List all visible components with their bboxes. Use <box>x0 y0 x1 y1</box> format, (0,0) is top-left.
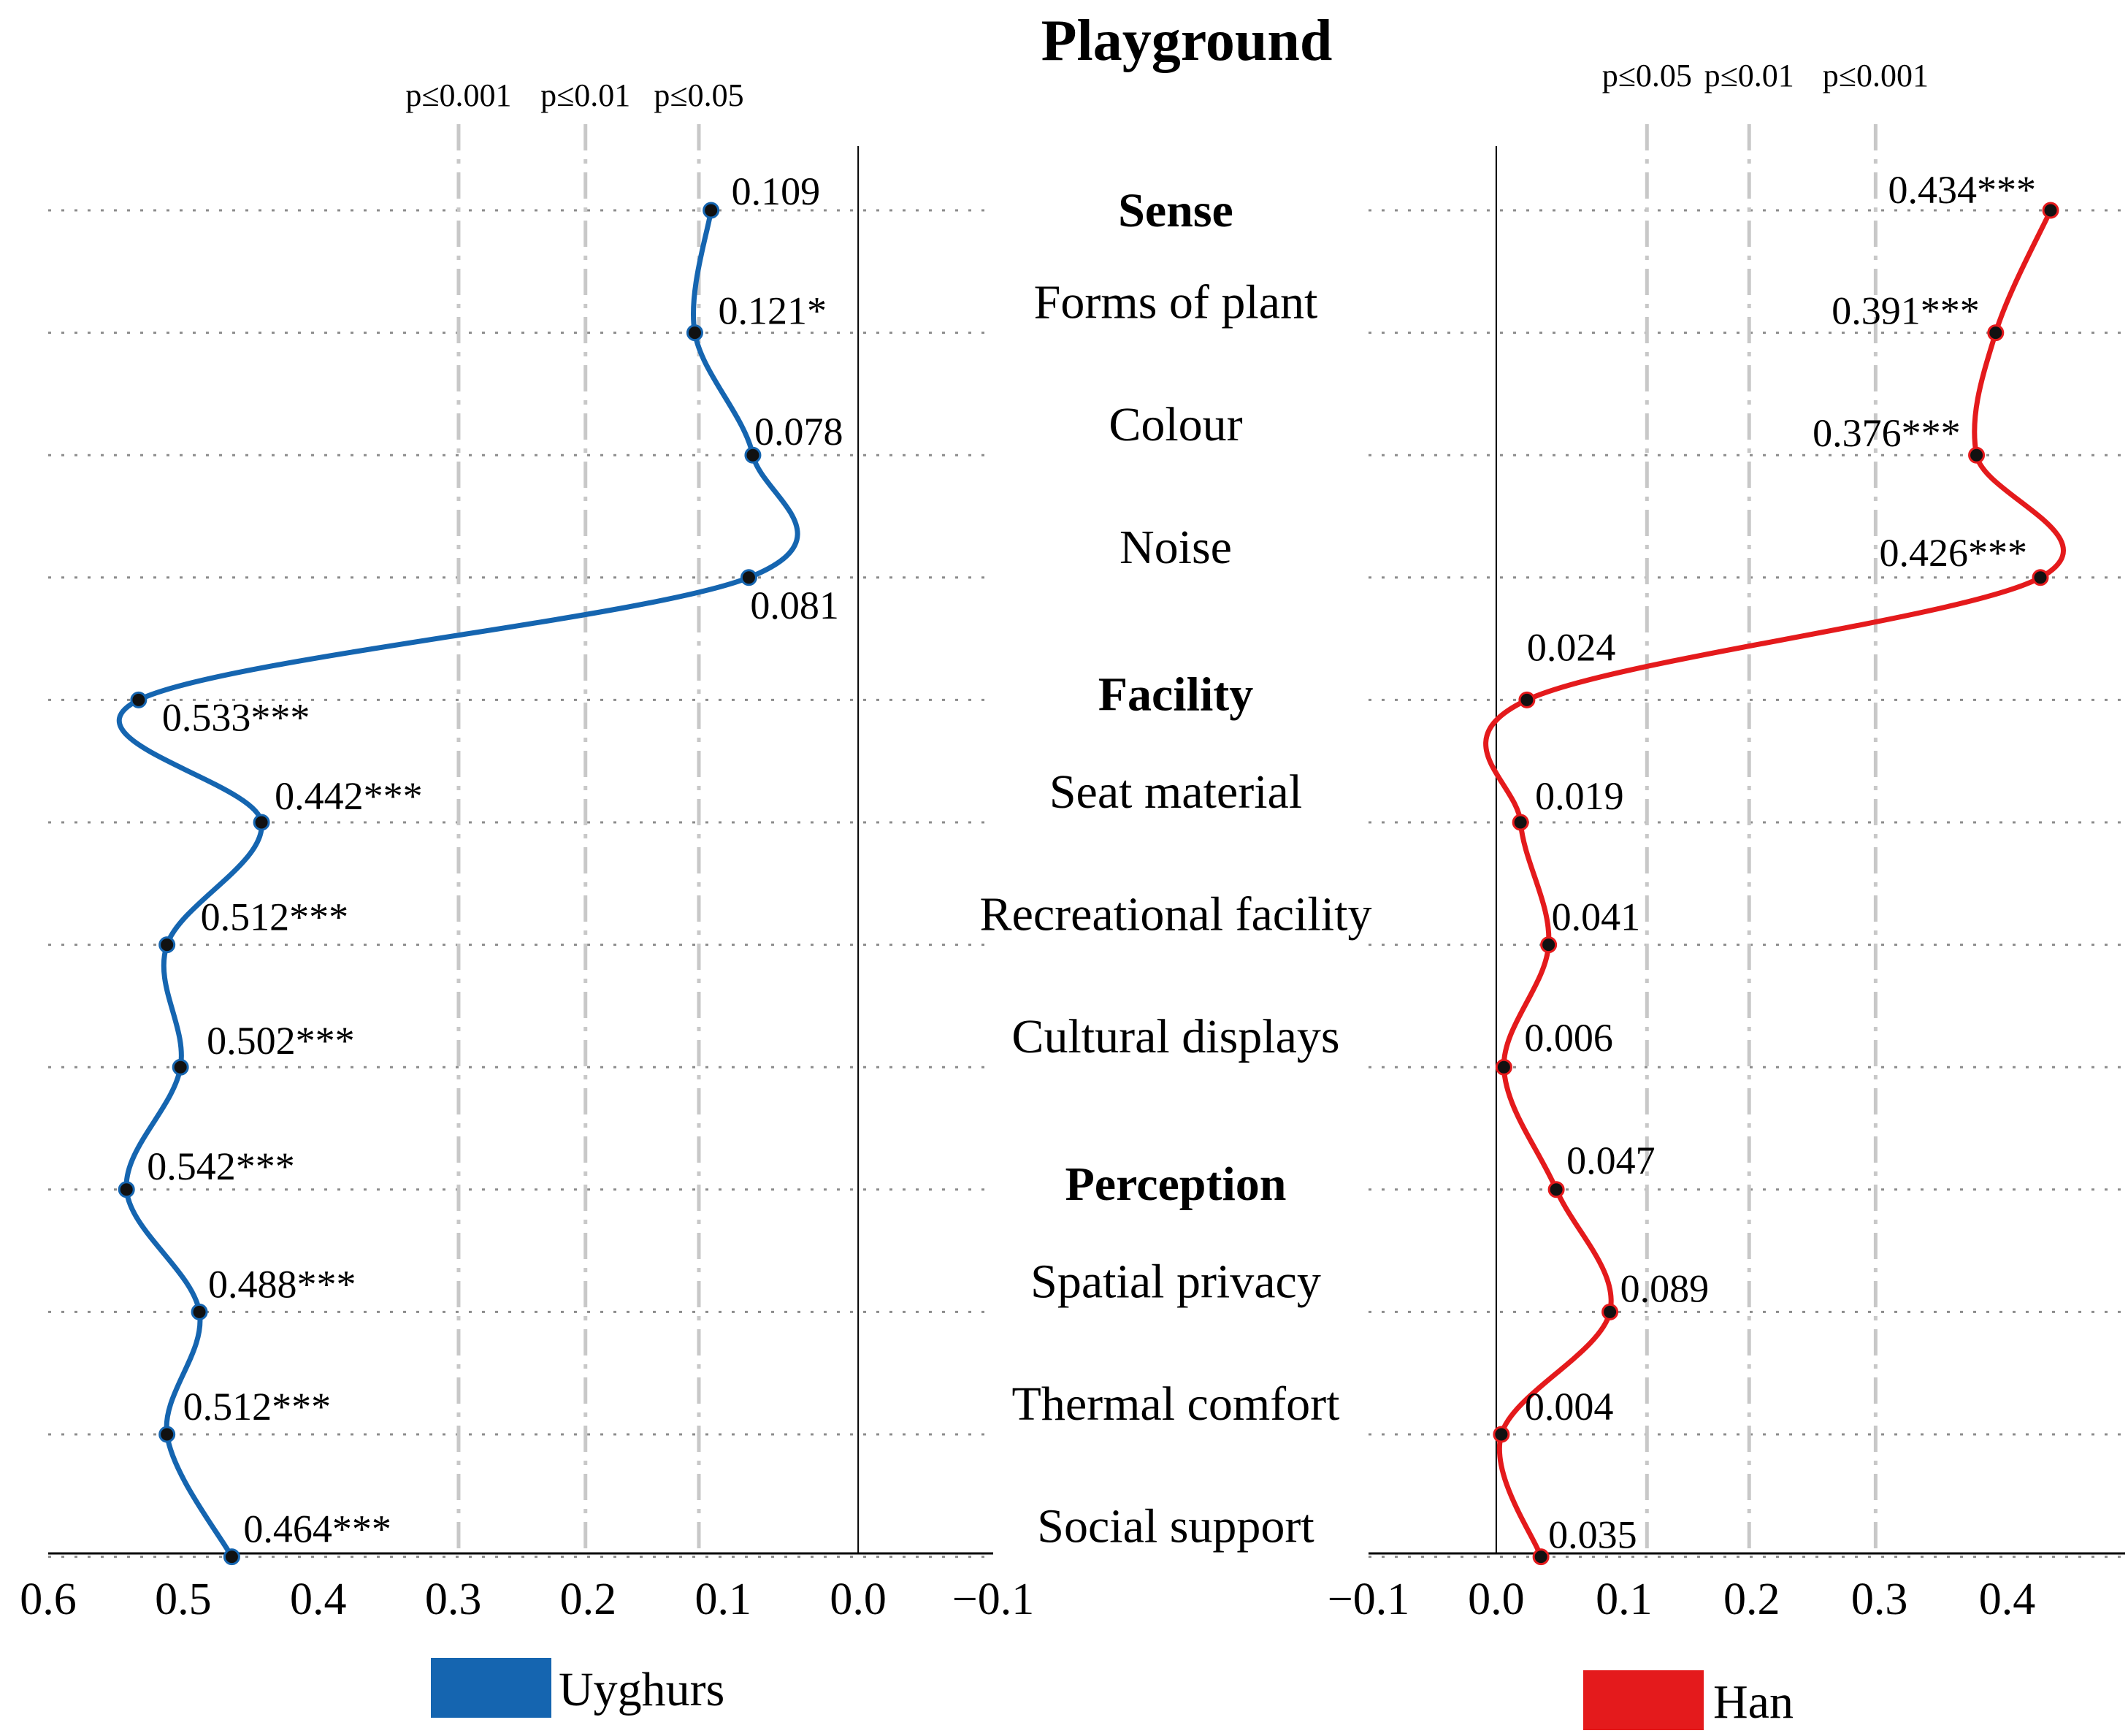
data-label-uyghurs-2: 0.078 <box>754 410 843 454</box>
data-label-uyghurs-11: 0.464*** <box>243 1507 391 1551</box>
data-label-han-3: 0.426*** <box>1880 531 2028 575</box>
data-point-han-10 <box>1493 1426 1510 1443</box>
threshold-label-han-1: p≤0.01 <box>1704 58 1794 93</box>
data-label-uyghurs-9: 0.488*** <box>208 1262 356 1306</box>
data-point-han-6 <box>1540 936 1558 954</box>
data-point-uyghurs-11 <box>223 1548 240 1566</box>
data-point-han-3 <box>2032 569 2049 586</box>
category-label-noise: Noise <box>1120 521 1232 574</box>
tick-label-han-1: 0.0 <box>1468 1575 1525 1624</box>
category-label-seat-material: Seat material <box>1049 765 1302 819</box>
data-point-uyghurs-3 <box>740 569 757 586</box>
legend-swatch-uyghurs <box>431 1658 551 1718</box>
data-label-han-2: 0.376*** <box>1813 411 1961 455</box>
data-point-uyghurs-5 <box>253 814 270 831</box>
data-label-han-1: 0.391*** <box>1832 289 1980 333</box>
category-labels: Sense Forms of plant Colour Noise Facility Se… <box>980 184 1372 1553</box>
series-curves <box>116 202 2066 1566</box>
data-point-uyghurs-2 <box>744 446 762 464</box>
data-point-han-2 <box>1968 446 1986 464</box>
category-label-spatial-privacy: Spatial privacy <box>1030 1255 1321 1308</box>
data-point-han-5 <box>1512 814 1529 831</box>
tick-label-uyghurs-5: 0.1 <box>695 1575 752 1624</box>
data-point-han-11 <box>1532 1548 1550 1566</box>
legend-label-han: Han <box>1713 1675 1794 1729</box>
series-line-uyghurs <box>116 207 800 1560</box>
tick-label-uyghurs-6: 0.0 <box>830 1575 887 1624</box>
threshold-label-han-0: p≤0.05 <box>1602 58 1692 93</box>
data-point-uyghurs-4 <box>130 691 148 708</box>
category-label-perception: Perception <box>1065 1158 1286 1211</box>
tick-label-uyghurs-3: 0.3 <box>425 1575 482 1624</box>
significance-threshold-lines: p≤0.001 p≤0.01 p≤0.05 p≤0.05 p≤0.01 p≤0.001 <box>405 58 1929 1553</box>
data-label-uyghurs-10: 0.512*** <box>183 1385 332 1429</box>
data-label-han-10: 0.004 <box>1525 1385 1614 1429</box>
tick-label-uyghurs-7: −0.1 <box>952 1575 1034 1624</box>
data-point-han-1 <box>1987 324 2005 342</box>
data-point-uyghurs-1 <box>686 324 703 342</box>
data-label-han-6: 0.041 <box>1552 895 1641 939</box>
category-label-recreational-facility: Recreational facility <box>980 888 1372 941</box>
data-label-han-5: 0.019 <box>1535 774 1624 818</box>
data-label-uyghurs-1: 0.121* <box>718 289 827 333</box>
data-label-han-0: 0.434*** <box>1888 168 2037 212</box>
data-label-han-7: 0.006 <box>1524 1016 1613 1060</box>
tick-label-uyghurs-2: 0.4 <box>290 1575 347 1624</box>
data-point-han-0 <box>2042 202 2059 219</box>
data-label-uyghurs-8: 0.542*** <box>147 1144 295 1188</box>
category-label-colour: Colour <box>1109 398 1242 451</box>
data-label-uyghurs-7: 0.502*** <box>207 1019 355 1063</box>
tick-label-uyghurs-0: 0.6 <box>20 1575 77 1624</box>
data-label-uyghurs-6: 0.512*** <box>201 895 349 939</box>
data-label-han-8: 0.047 <box>1566 1139 1656 1182</box>
threshold-label-uyghurs-1: p≤0.01 <box>540 77 630 113</box>
category-label-social-support: Social support <box>1037 1500 1314 1553</box>
data-point-han-9 <box>1601 1303 1619 1320</box>
data-label-uyghurs-3: 0.081 <box>750 584 839 627</box>
data-label-han-4: 0.024 <box>1527 625 1616 669</box>
axes: 0.6 0.5 0.4 0.3 0.2 0.1 0.0 −0.1 −0.1 0.0 0.1 0.2 0.… <box>20 146 2125 1624</box>
category-label-sense: Sense <box>1118 184 1233 237</box>
category-label-forms-of-plant: Forms of plant <box>1034 276 1318 329</box>
tick-label-uyghurs-1: 0.5 <box>155 1575 212 1624</box>
legend-label-uyghurs: Uyghurs <box>559 1663 724 1716</box>
category-label-facility: Facility <box>1098 668 1254 721</box>
data-label-uyghurs-4: 0.533*** <box>162 695 310 739</box>
chart-title: Playground <box>1041 9 1333 73</box>
data-point-uyghurs-8 <box>118 1181 135 1198</box>
tick-label-han-0: −0.1 <box>1328 1575 1409 1624</box>
data-point-uyghurs-9 <box>191 1303 208 1320</box>
legend: Uyghurs Han <box>431 1658 1794 1730</box>
tick-label-uyghurs-4: 0.2 <box>560 1575 617 1624</box>
threshold-label-uyghurs-2: p≤0.05 <box>654 77 743 113</box>
data-label-han-11: 0.035 <box>1548 1513 1637 1557</box>
legend-swatch-han <box>1583 1670 1704 1730</box>
tick-label-han-2: 0.1 <box>1596 1575 1653 1624</box>
data-point-uyghurs-7 <box>172 1058 189 1076</box>
series-line-han <box>1483 207 2066 1560</box>
tick-label-han-4: 0.3 <box>1851 1575 1908 1624</box>
data-point-uyghurs-6 <box>158 936 176 954</box>
data-point-uyghurs-0 <box>703 202 720 219</box>
data-point-han-7 <box>1495 1058 1512 1076</box>
data-label-han-9: 0.089 <box>1620 1266 1710 1310</box>
threshold-label-han-2: p≤0.001 <box>1823 58 1929 93</box>
data-label-uyghurs-5: 0.442*** <box>275 774 423 818</box>
category-label-thermal-comfort: Thermal comfort <box>1012 1377 1340 1431</box>
tick-label-han-5: 0.4 <box>1979 1575 2036 1624</box>
data-label-uyghurs-0: 0.109 <box>732 169 821 213</box>
data-point-uyghurs-10 <box>158 1426 176 1443</box>
data-point-han-8 <box>1547 1181 1565 1198</box>
threshold-label-uyghurs-0: p≤0.001 <box>405 77 511 113</box>
data-point-han-4 <box>1518 691 1536 708</box>
tick-label-han-3: 0.2 <box>1723 1575 1780 1624</box>
data-labels: 0.109 0.121* 0.078 0.081 0.533*** 0.442*** 0.5… <box>147 168 2036 1557</box>
category-label-cultural-displays: Cultural displays <box>1011 1010 1339 1063</box>
